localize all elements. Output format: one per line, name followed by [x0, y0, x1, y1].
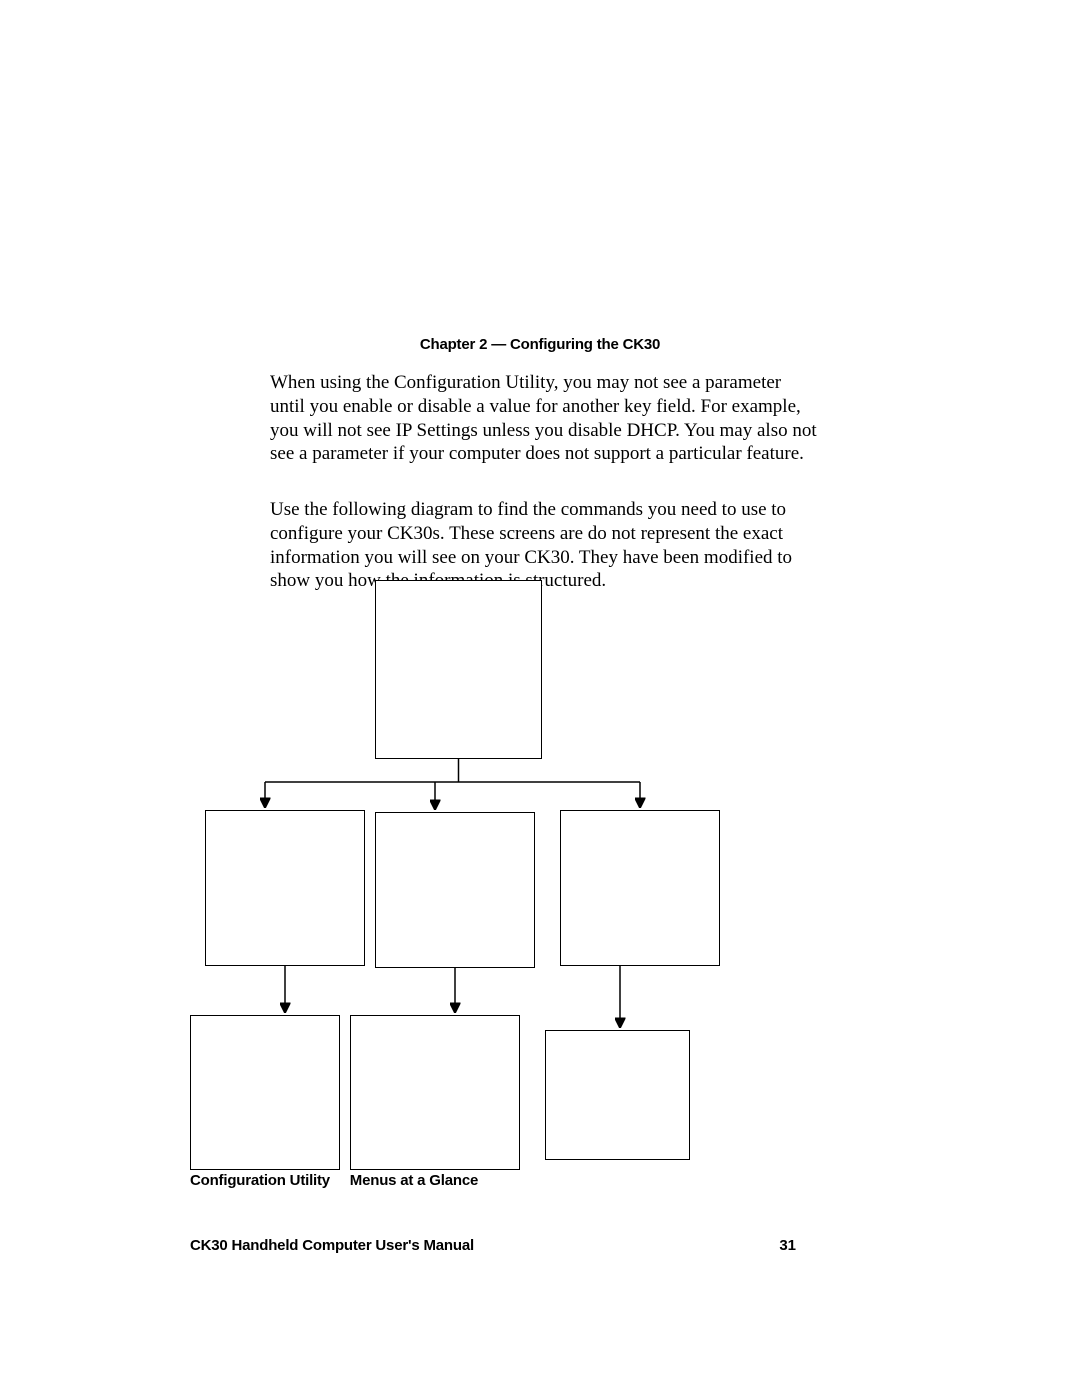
figure-caption-rest: Menus at a Glance [350, 1172, 478, 1189]
tree-node-row2-right [560, 810, 720, 966]
document-page: Chapter 2 — Configuring the CK30 When us… [0, 0, 1080, 1397]
body-paragraph-2: Use the following diagram to find the co… [270, 498, 820, 593]
tree-node-row3-mid [350, 1015, 520, 1170]
body-paragraph-1: When using the Configuration Utility, yo… [270, 371, 820, 466]
footer-manual-title: CK30 Handheld Computer User's Manual [190, 1237, 474, 1254]
tree-node-row3-left [190, 1015, 340, 1170]
chapter-header: Chapter 2 — Configuring the CK30 [0, 336, 1080, 353]
tree-node-row3-right [545, 1030, 690, 1160]
figure-caption-strong: Configuration Utility [190, 1172, 330, 1189]
tree-node-row2-left [205, 810, 365, 966]
footer-page-number: 31 [779, 1237, 796, 1254]
tree-node-row2-mid [375, 812, 535, 968]
menu-tree-diagram [190, 580, 750, 1160]
tree-node-root [375, 580, 542, 759]
figure-caption: Configuration Utility Menus at a Glance [190, 1172, 478, 1189]
